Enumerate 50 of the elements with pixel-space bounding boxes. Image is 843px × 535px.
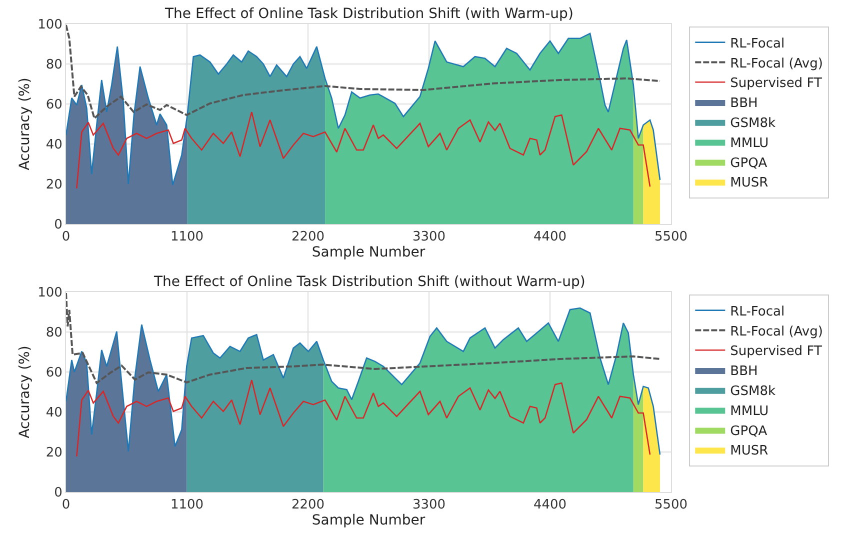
- legend-label: Supervised FT: [730, 76, 822, 92]
- legend-label: MUSR: [730, 176, 768, 191]
- x-tick-label: 4400: [533, 230, 567, 245]
- line-series: [66, 307, 661, 456]
- y-tick-label: 0: [54, 486, 62, 501]
- legend-label: RL-Focal: [730, 304, 785, 320]
- x-tick-label: 5500: [654, 498, 688, 513]
- y-tick-label: 80: [46, 326, 62, 341]
- y-tick-label: 60: [46, 366, 62, 381]
- x-tick-label: 5500: [654, 230, 688, 245]
- y-tick-label: 40: [46, 138, 62, 153]
- y-tick-label: 20: [46, 446, 62, 461]
- y-axis-title: Accuracy (%): [17, 346, 34, 438]
- legend-label: BBH: [730, 96, 758, 112]
- legend-label: GPQA: [730, 424, 768, 439]
- legend-label: MMLU: [730, 404, 769, 419]
- chart-title: The Effect of Online Task Distribution Shift (with Warm-up): [164, 6, 574, 22]
- line-series: [66, 24, 661, 120]
- legend-label: BBH: [730, 364, 758, 380]
- y-tick-label: 60: [46, 98, 62, 113]
- y-tick-label: 100: [38, 286, 62, 301]
- legend-label: GSM8k: [730, 384, 776, 399]
- legend-label: GPQA: [730, 156, 768, 171]
- x-tick-label: 1100: [170, 230, 204, 245]
- x-tick-label: 3300: [412, 230, 446, 245]
- y-tick-label: 100: [38, 18, 62, 33]
- line-series: [66, 32, 661, 186]
- y-tick-label: 0: [54, 218, 62, 233]
- legend-label: MUSR: [730, 444, 768, 459]
- line-series: [76, 111, 651, 190]
- legend-label: RL-Focal (Avg): [730, 56, 823, 72]
- chart-title: The Effect of Online Task Distribution Shift (without Warm-up): [153, 274, 586, 290]
- legend-label: MMLU: [730, 136, 769, 151]
- line-series: [66, 292, 661, 384]
- y-tick-label: 40: [46, 406, 62, 421]
- x-tick-label: 3300: [412, 498, 446, 513]
- line-series: [76, 379, 651, 458]
- x-tick-label: 2200: [291, 498, 325, 513]
- x-tick-label: 1100: [170, 498, 204, 513]
- y-axis-title: Accuracy (%): [17, 78, 34, 170]
- y-tick-label: 80: [46, 58, 62, 73]
- legend-label: Supervised FT: [730, 344, 822, 360]
- x-tick-label: 4400: [533, 498, 567, 513]
- y-tick-label: 20: [46, 178, 62, 193]
- legend-label: RL-Focal: [730, 36, 785, 52]
- x-axis-title: Sample Number: [312, 244, 426, 261]
- x-tick-label: 2200: [291, 230, 325, 245]
- x-axis-title: Sample Number: [312, 512, 426, 529]
- legend-label: GSM8k: [730, 116, 776, 131]
- legend-label: RL-Focal (Avg): [730, 324, 823, 340]
